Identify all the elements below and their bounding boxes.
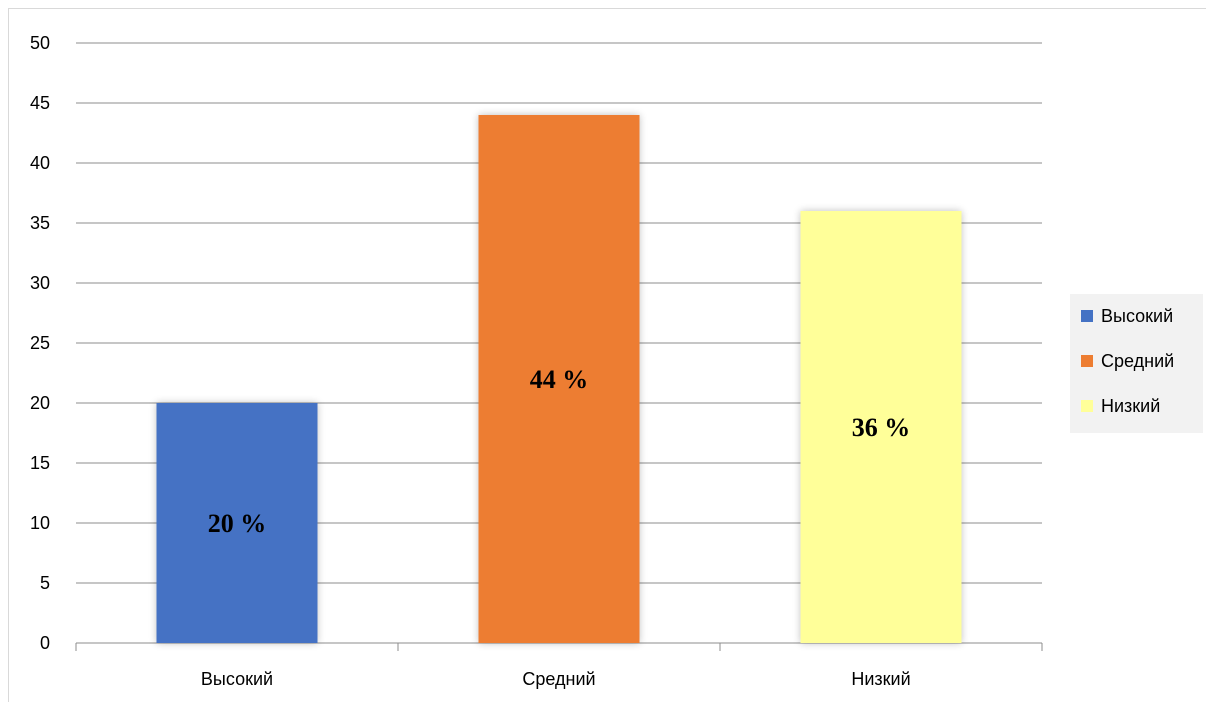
legend: Высокий Средний Низкий	[1070, 294, 1203, 433]
data-label: 36 %	[852, 413, 911, 442]
y-tick-label: 20	[30, 393, 50, 413]
y-tick-label: 5	[40, 573, 50, 593]
axes: 0 5 10 15 20 25 30 35 40 45 50 Высокий Средний Низкий	[30, 33, 1043, 689]
y-tick-label: 0	[40, 633, 50, 653]
legend-entry-label: Низкий	[1101, 396, 1160, 416]
data-label: 20 %	[208, 509, 267, 538]
x-tick-label: Низкий	[851, 669, 910, 689]
data-label: 44 %	[530, 365, 589, 394]
y-tick-label: 40	[30, 153, 50, 173]
chart-frame	[8, 8, 1206, 702]
y-tick-label: 10	[30, 513, 50, 533]
y-tick-label: 30	[30, 273, 50, 293]
x-tick-label: Средний	[522, 669, 595, 689]
y-tick-label: 35	[30, 213, 50, 233]
y-tick-label: 15	[30, 453, 50, 473]
legend-entry-label: Высокий	[1101, 306, 1173, 326]
bar	[800, 211, 962, 643]
bar	[478, 115, 640, 643]
legend-swatch	[1081, 355, 1093, 367]
legend-swatch	[1081, 310, 1093, 322]
y-tick-label: 45	[30, 93, 50, 113]
bar	[156, 403, 318, 643]
y-tick-label: 50	[30, 33, 50, 53]
y-tick-label: 25	[30, 333, 50, 353]
legend-entry-label: Средний	[1101, 351, 1174, 371]
bars	[156, 115, 962, 643]
x-tick-label: Высокий	[201, 669, 273, 689]
legend-swatch	[1081, 400, 1093, 412]
data-labels: 20 % 44 % 36 %	[208, 365, 911, 538]
